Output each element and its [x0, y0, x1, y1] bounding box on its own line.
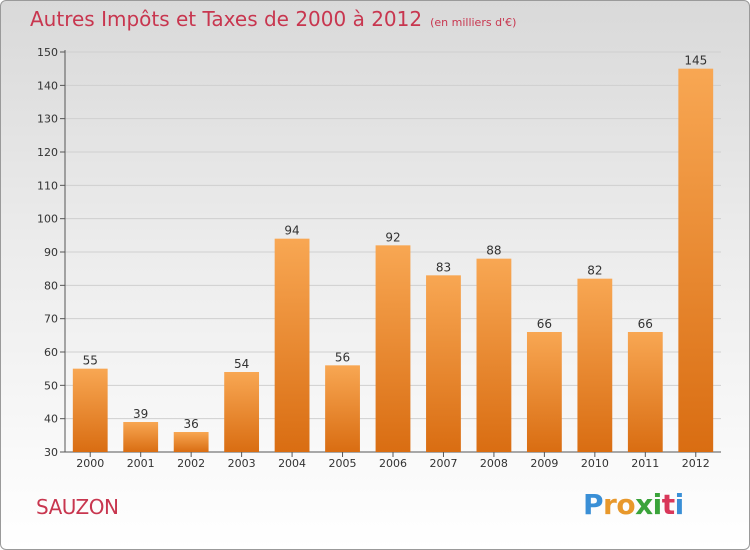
- labels: 30 40 50 60 70 80 90 100 110 120 130 140 150 55 2000 39…: [37, 46, 710, 470]
- data-label: 82: [587, 264, 602, 278]
- chart-unit: (en milliers d'€): [430, 16, 517, 29]
- logo-letter: P: [583, 488, 604, 521]
- x-tick-label: 2003: [228, 457, 256, 470]
- y-tick-label: 150: [37, 46, 58, 59]
- logo-letter: x: [635, 488, 653, 521]
- x-tick-label: 2009: [530, 457, 558, 470]
- y-tick-label: 110: [37, 179, 58, 192]
- data-label: 145: [684, 54, 707, 68]
- x-tick-label: 2000: [76, 457, 104, 470]
- bar: [274, 238, 310, 452]
- x-tick-label: 2012: [682, 457, 710, 470]
- bar: [123, 422, 159, 452]
- chart-title-block: Autres Impôts et Taxes de 2000 à 2012 (en…: [30, 7, 516, 31]
- data-label: 83: [436, 260, 451, 274]
- x-tick-label: 2010: [581, 457, 609, 470]
- data-label: 66: [537, 317, 552, 331]
- x-tick-label: 2006: [379, 457, 407, 470]
- bar: [627, 332, 663, 452]
- y-tick-label: 70: [44, 313, 58, 326]
- data-label: 94: [284, 224, 299, 238]
- x-tick-label: 2008: [480, 457, 508, 470]
- x-tick-label: 2011: [631, 457, 659, 470]
- y-tick-label: 40: [44, 413, 58, 426]
- bar: [678, 68, 714, 453]
- y-tick-label: 140: [37, 79, 58, 92]
- x-tick-label: 2004: [278, 457, 306, 470]
- x-tick-label: 2005: [329, 457, 357, 470]
- y-tick-label: 90: [44, 246, 58, 259]
- bar: [224, 372, 260, 452]
- bar: [325, 365, 360, 452]
- bar: [173, 432, 209, 452]
- y-tick-label: 130: [37, 113, 58, 126]
- y-tick-label: 50: [44, 379, 58, 392]
- bar: [375, 245, 411, 452]
- data-label: 39: [133, 407, 148, 421]
- data-label: 92: [385, 230, 400, 244]
- logo-letter: t: [661, 488, 675, 521]
- place-name: SAUZON: [36, 495, 119, 519]
- proxiti-logo: Proxiti: [583, 488, 684, 521]
- data-label: 36: [184, 417, 199, 431]
- bar: [72, 368, 108, 452]
- data-label: 66: [638, 317, 653, 331]
- data-label: 88: [486, 244, 501, 258]
- data-label: 56: [335, 350, 350, 364]
- data-label: 54: [234, 357, 249, 371]
- x-tick-label: 2002: [177, 457, 205, 470]
- bar: [577, 278, 613, 452]
- bar: [426, 275, 461, 452]
- y-tick-label: 80: [44, 279, 58, 292]
- logo-letter: i: [674, 488, 685, 521]
- bars: [72, 68, 714, 453]
- logo-letter: o: [616, 488, 636, 521]
- x-tick-label: 2007: [429, 457, 457, 470]
- bar: [476, 258, 512, 452]
- x-tick-label: 2001: [127, 457, 155, 470]
- data-label: 55: [83, 354, 98, 368]
- bar: [526, 332, 562, 452]
- y-tick-label: 100: [37, 213, 58, 226]
- y-tick-label: 120: [37, 146, 58, 159]
- chart-title: Autres Impôts et Taxes de 2000 à 2012: [30, 7, 423, 31]
- logo-letter: i: [652, 488, 663, 521]
- y-tick-label: 30: [44, 446, 58, 459]
- y-tick-label: 60: [44, 346, 58, 359]
- logo-letter: r: [603, 488, 617, 521]
